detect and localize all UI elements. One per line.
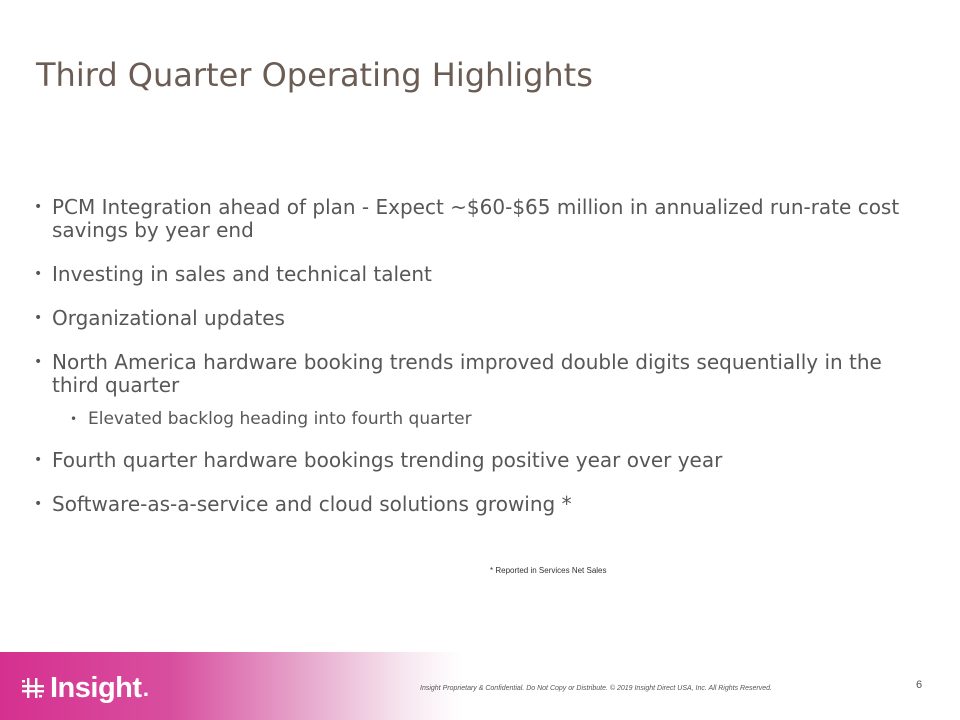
bullet-item: • Organizational updates xyxy=(34,307,934,330)
bullet-item: • Investing in sales and technical talen… xyxy=(34,263,934,286)
insight-mark-icon xyxy=(22,678,44,698)
bullet-text: PCM Integration ahead of plan - Expect ~… xyxy=(52,195,900,242)
logo-wordmark: Insight xyxy=(50,671,142,704)
bullet-dot: • xyxy=(34,496,43,512)
bullet-dot: • xyxy=(70,412,78,426)
legal-notice: Insight Proprietary & Confidential. Do N… xyxy=(420,685,772,692)
bullet-text: Investing in sales and technical talent xyxy=(52,262,432,286)
page-number: 6 xyxy=(916,679,923,691)
insight-logo: Insight . xyxy=(20,670,149,706)
footer-gradient-band xyxy=(0,652,960,720)
bullet-dot: • xyxy=(34,310,43,326)
bullet-list: • PCM Integration ahead of plan - Expect… xyxy=(34,196,934,537)
bullet-text: Organizational updates xyxy=(52,306,285,330)
footnote: * Reported in Services Net Sales xyxy=(490,566,607,575)
bullet-item: • Software-as-a-service and cloud soluti… xyxy=(34,493,934,516)
sub-bullet-item: • Elevated backlog heading into fourth q… xyxy=(70,409,934,429)
bullet-dot: • xyxy=(34,266,43,282)
bullet-text: Software-as-a-service and cloud solution… xyxy=(52,492,572,516)
bullet-dot: • xyxy=(34,354,43,370)
slide-title: Third Quarter Operating Highlights xyxy=(36,56,593,94)
bullet-dot: • xyxy=(34,452,43,468)
bullet-text: North America hardware booking trends im… xyxy=(52,350,882,397)
bullet-item: • North America hardware booking trends … xyxy=(34,351,934,397)
bullet-item: • Fourth quarter hardware bookings trend… xyxy=(34,449,934,472)
bullet-dot: • xyxy=(34,199,43,215)
logo-dot: . xyxy=(142,680,150,701)
bullet-item: • PCM Integration ahead of plan - Expect… xyxy=(34,196,934,242)
sub-bullet-text: Elevated backlog heading into fourth qua… xyxy=(88,409,472,429)
bullet-text: Fourth quarter hardware bookings trendin… xyxy=(52,448,723,472)
